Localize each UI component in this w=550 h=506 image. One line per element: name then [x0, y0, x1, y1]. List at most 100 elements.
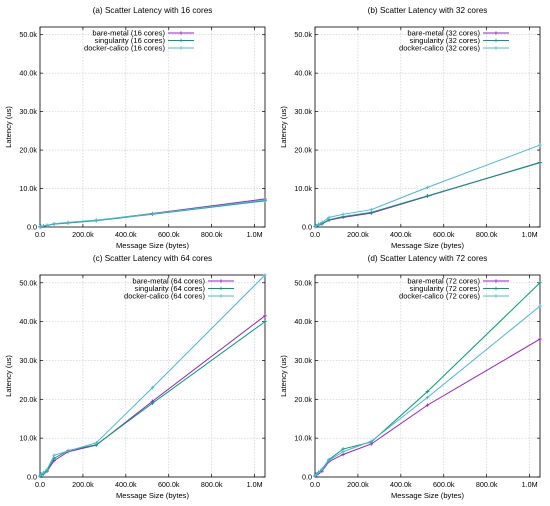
data-point-docker-calico: [425, 185, 430, 190]
data-point-docker-calico: [263, 198, 267, 202]
data-point-docker-calico: [316, 470, 321, 475]
legend-label: singularity (64 cores): [135, 284, 206, 293]
data-point-docker-calico: [327, 215, 331, 220]
legend-label: docker-calico (16 cores): [84, 44, 165, 53]
data-point-docker-calico: [39, 472, 43, 476]
legend-label: singularity (72 cores): [410, 284, 481, 293]
data-point-bare-metal: [425, 403, 430, 407]
data-point-singularity: [538, 160, 542, 165]
x-tick-label: 1.0M: [247, 480, 263, 489]
data-point-docker-calico: [369, 439, 374, 444]
legend-label: bare-metal (16 cores): [92, 29, 165, 38]
x-tick-label: 800.0k: [201, 230, 223, 239]
x-tick-label: 600.0k: [433, 230, 455, 239]
x-tick-label: 600.0k: [433, 480, 455, 489]
data-point-docker-calico: [41, 470, 46, 475]
legend-label: docker-calico (32 cores): [399, 44, 480, 53]
chart-title: (b) Scatter Latency with 32 cores: [368, 6, 488, 15]
data-point-docker-calico: [66, 449, 70, 453]
data-point-bare-metal: [538, 337, 542, 341]
legend-label: docker-calico (64 cores): [124, 292, 205, 301]
x-tick-label: 800.0k: [201, 480, 223, 489]
y-axis-label: Latency (us): [4, 106, 13, 148]
legend-label: bare-metal (72 cores): [407, 277, 480, 286]
x-tick-label: 400.0k: [115, 230, 137, 239]
series-line-singularity: [39, 321, 266, 477]
x-tick-label: 1.0M: [522, 230, 538, 239]
data-point-bare-metal: [263, 313, 267, 318]
x-tick-label: 800.0k: [476, 230, 498, 239]
x-axis-label: Message Size (bytes): [116, 241, 189, 250]
legend-entry-bare-metal: bare-metal (32 cores): [407, 29, 509, 38]
y-tick-label: 0.0: [302, 223, 312, 232]
legend-label: docker-calico (72 cores): [399, 292, 480, 301]
legend-entry-singularity: singularity (16 cores): [95, 36, 194, 45]
plot-frame: [39, 274, 266, 478]
data-point-docker-calico: [39, 224, 43, 229]
data-point-docker-calico: [327, 458, 331, 463]
legend-entry-bare-metal: bare-metal (16 cores): [92, 29, 194, 38]
y-tick-label: 30.0k: [294, 107, 312, 116]
data-point-singularity: [538, 280, 542, 285]
x-tick-label: 0.0: [310, 480, 320, 489]
data-point-docker-calico: [263, 273, 267, 277]
x-tick-label: 600.0k: [158, 480, 180, 489]
chart-title: (d) Scatter Latency with 72 cores: [368, 254, 488, 263]
data-point-docker-calico: [341, 212, 345, 217]
legend-entry-docker-calico: docker-calico (64 cores): [124, 292, 234, 301]
y-tick-label: 10.0k: [294, 434, 312, 443]
y-axis-label: Latency (us): [279, 106, 288, 148]
y-tick-label: 40.0k: [294, 317, 312, 326]
y-tick-label: 50.0k: [19, 278, 37, 287]
legend-entry-bare-metal: bare-metal (72 cores): [407, 277, 509, 286]
chart-panel-4: 0.0 200.0k 400.0k 600.0k 800.0k 1.0M 0.0 10.0k 2…: [279, 254, 542, 500]
y-tick-label: 50.0k: [294, 278, 312, 287]
data-point-singularity: [263, 319, 267, 324]
legend-entry-singularity: singularity (72 cores): [410, 284, 509, 293]
y-tick-label: 30.0k: [19, 107, 37, 116]
y-tick-label: 0.0: [302, 473, 312, 482]
data-point-docker-calico: [369, 207, 374, 212]
x-tick-label: 200.0k: [347, 230, 369, 239]
data-point-docker-calico: [425, 395, 430, 400]
chart-title: (a) Scatter Latency with 16 cores: [93, 6, 213, 15]
data-point-docker-calico: [314, 223, 318, 228]
chart-panel-3: 0.0 200.0k 400.0k 600.0k 800.0k 1.0M 0.0 10.0k 2…: [4, 254, 267, 500]
y-tick-label: 20.0k: [294, 146, 312, 155]
data-point-docker-calico: [538, 143, 542, 147]
data-point-docker-calico: [538, 304, 542, 308]
data-point-docker-calico: [94, 218, 99, 222]
legend-label: bare-metal (32 cores): [407, 29, 480, 38]
legend-entry-docker-calico: docker-calico (32 cores): [399, 44, 509, 53]
x-tick-label: 1.0M: [522, 480, 538, 489]
data-point-docker-calico: [41, 224, 46, 228]
y-tick-label: 50.0k: [19, 30, 37, 39]
data-point-docker-calico: [150, 385, 155, 390]
y-tick-label: 10.0k: [19, 184, 37, 193]
x-tick-label: 400.0k: [390, 480, 412, 489]
data-point-docker-calico: [66, 220, 70, 225]
x-tick-label: 0.0: [35, 480, 45, 489]
series-line-docker-calico: [39, 274, 266, 477]
data-point-singularity: [425, 389, 430, 394]
plot-frame: [314, 26, 541, 228]
data-point-docker-calico: [45, 223, 49, 228]
data-point-docker-calico: [52, 453, 56, 458]
y-tick-label: 40.0k: [294, 69, 312, 78]
y-tick-label: 10.0k: [19, 434, 37, 443]
legend-entry-singularity: singularity (32 cores): [410, 36, 509, 45]
plot-frame: [314, 274, 541, 478]
y-tick-label: 30.0k: [294, 356, 312, 365]
legend-entry-singularity: singularity (64 cores): [135, 284, 234, 293]
series-line-bare-metal: [39, 315, 266, 477]
x-tick-label: 0.0: [35, 230, 45, 239]
x-tick-label: 200.0k: [72, 480, 94, 489]
legend-entry-docker-calico: docker-calico (72 cores): [399, 292, 509, 301]
x-tick-label: 0.0: [310, 230, 320, 239]
y-tick-label: 50.0k: [294, 30, 312, 39]
x-tick-label: 200.0k: [72, 230, 94, 239]
series-line-singularity: [314, 282, 541, 477]
y-tick-label: 0.0: [27, 473, 37, 482]
data-point-docker-calico: [150, 212, 155, 216]
